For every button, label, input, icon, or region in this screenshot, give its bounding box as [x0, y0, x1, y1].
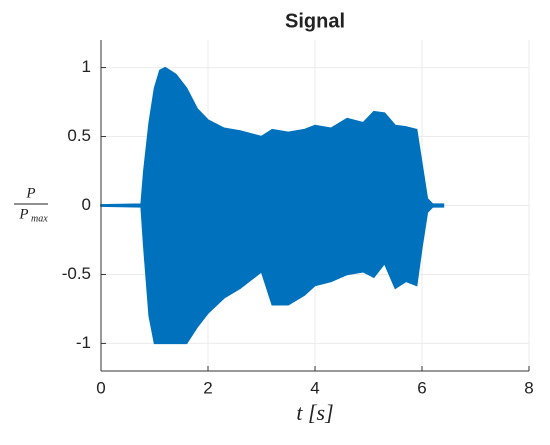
x-axis-label: t [s] — [296, 400, 333, 425]
chart-title: Signal — [285, 10, 345, 32]
x-tick-label: 4 — [310, 378, 319, 397]
y-tick-label: -1 — [76, 333, 91, 352]
y-label-numerator: P — [25, 185, 35, 201]
signal-envelope — [100, 204, 445, 345]
x-tick-label: 2 — [203, 378, 212, 397]
x-tick-label: 0 — [96, 378, 105, 397]
y-tick-label: -0.5 — [62, 264, 91, 283]
y-tick-label: 1 — [82, 57, 91, 76]
y-tick-label: 0.5 — [67, 126, 91, 145]
x-tick-label: 8 — [524, 378, 533, 397]
y-label-subscript: max — [31, 213, 48, 224]
signal-envelope — [100, 66, 445, 207]
y-label-denominator: P — [18, 206, 28, 222]
y-axis-label: P P max — [14, 185, 48, 224]
x-tick-label: 6 — [417, 378, 426, 397]
y-tick-label: 0 — [82, 195, 91, 214]
